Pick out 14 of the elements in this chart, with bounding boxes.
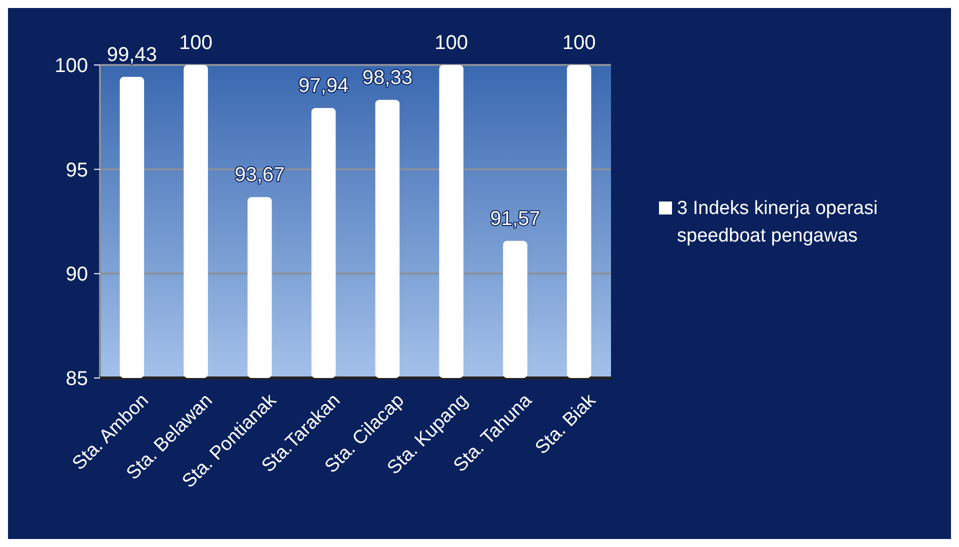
data-label: 97,94 [298, 74, 349, 97]
data-label: 98,33 [362, 66, 412, 89]
x-tick-label: Sta. Biak [531, 390, 600, 459]
data-label: 91,57 [490, 208, 540, 230]
y-tick-label: 95 [66, 159, 88, 182]
legend-label: 3 Indeks kinerja operasi speedboat pengawas [677, 198, 878, 247]
data-label: 99,43 [106, 44, 157, 66]
y-tick-label: 90 [66, 264, 88, 286]
data-label: 100 [434, 32, 468, 54]
y-tick-label: 85 [66, 368, 88, 390]
y-tick-label: 100 [54, 55, 88, 77]
data-label: 100 [562, 32, 596, 54]
data-label: 100 [179, 32, 212, 54]
data-label: 93,67 [234, 164, 285, 186]
